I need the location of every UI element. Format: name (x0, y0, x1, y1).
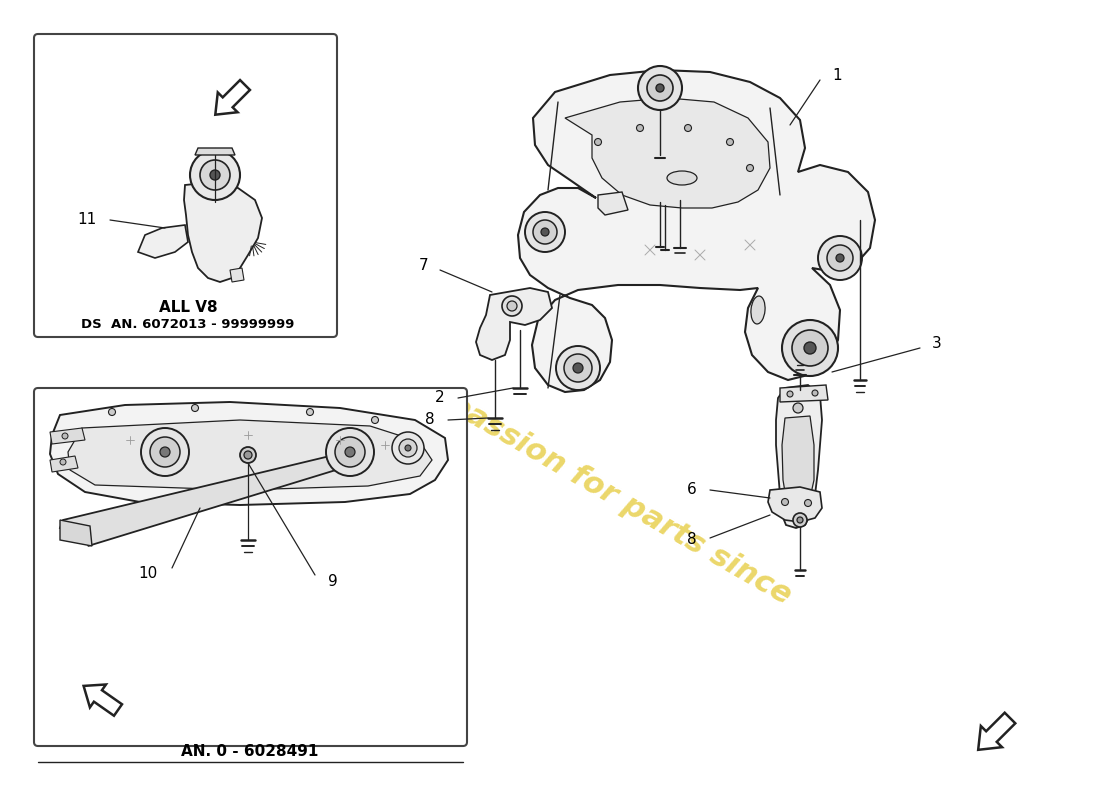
Polygon shape (216, 80, 250, 114)
Circle shape (684, 125, 692, 131)
Ellipse shape (667, 171, 697, 185)
Polygon shape (476, 288, 552, 360)
Text: 7: 7 (418, 258, 428, 274)
Circle shape (793, 513, 807, 527)
Circle shape (726, 138, 734, 146)
Circle shape (191, 405, 198, 411)
Circle shape (656, 84, 664, 92)
Circle shape (392, 432, 424, 464)
Text: 8: 8 (688, 533, 697, 547)
Circle shape (836, 254, 844, 262)
Circle shape (793, 403, 803, 413)
Polygon shape (978, 713, 1015, 750)
Circle shape (326, 428, 374, 476)
Text: 10: 10 (139, 566, 158, 582)
Text: 2: 2 (436, 390, 446, 406)
Circle shape (827, 245, 853, 271)
Circle shape (534, 220, 557, 244)
Polygon shape (84, 685, 122, 716)
Circle shape (372, 417, 378, 423)
Circle shape (556, 346, 600, 390)
Polygon shape (184, 182, 262, 282)
Text: ALL V8: ALL V8 (158, 301, 218, 315)
Polygon shape (782, 416, 814, 498)
Circle shape (399, 439, 417, 457)
Polygon shape (565, 98, 770, 208)
Circle shape (200, 160, 230, 190)
Circle shape (160, 447, 170, 457)
Polygon shape (60, 450, 362, 546)
Polygon shape (776, 385, 822, 528)
Circle shape (818, 236, 862, 280)
Circle shape (141, 428, 189, 476)
Text: 1: 1 (832, 69, 842, 83)
Ellipse shape (751, 296, 766, 324)
Circle shape (792, 330, 828, 366)
Text: 11: 11 (78, 213, 97, 227)
Polygon shape (68, 420, 432, 490)
Circle shape (307, 409, 314, 415)
Circle shape (594, 138, 602, 146)
Polygon shape (598, 192, 628, 215)
Polygon shape (50, 402, 448, 505)
Text: passion for parts since: passion for parts since (443, 390, 798, 610)
Circle shape (525, 212, 565, 252)
Polygon shape (768, 487, 822, 522)
Text: eu: eu (82, 577, 238, 683)
Circle shape (637, 125, 644, 131)
Circle shape (798, 517, 803, 523)
Text: 9: 9 (328, 574, 338, 589)
Polygon shape (518, 70, 875, 392)
Circle shape (804, 499, 812, 506)
Circle shape (541, 228, 549, 236)
Polygon shape (50, 428, 85, 444)
Circle shape (782, 320, 838, 376)
Circle shape (564, 354, 592, 382)
Polygon shape (195, 148, 235, 155)
Circle shape (786, 391, 793, 397)
Circle shape (502, 296, 522, 316)
Circle shape (62, 433, 68, 439)
FancyBboxPatch shape (34, 34, 337, 337)
Circle shape (647, 75, 673, 101)
Circle shape (507, 301, 517, 311)
Text: eu: eu (194, 433, 386, 567)
Circle shape (210, 170, 220, 180)
Polygon shape (60, 520, 92, 546)
Text: DS  AN. 6072013 - 99999999: DS AN. 6072013 - 99999999 (81, 318, 295, 330)
Circle shape (150, 437, 180, 467)
Circle shape (573, 363, 583, 373)
Circle shape (244, 451, 252, 459)
Text: 8: 8 (426, 413, 434, 427)
Polygon shape (230, 268, 244, 282)
Circle shape (240, 447, 256, 463)
Polygon shape (50, 456, 78, 472)
Text: 3: 3 (932, 337, 942, 351)
Circle shape (405, 445, 411, 451)
Circle shape (190, 150, 240, 200)
FancyBboxPatch shape (34, 388, 468, 746)
Circle shape (60, 459, 66, 465)
Text: AN. 0 - 6028491: AN. 0 - 6028491 (182, 745, 319, 759)
Circle shape (804, 342, 816, 354)
Circle shape (638, 66, 682, 110)
Circle shape (345, 447, 355, 457)
Circle shape (812, 390, 818, 396)
Polygon shape (138, 225, 188, 258)
Circle shape (336, 437, 365, 467)
Circle shape (747, 165, 754, 171)
Text: 6: 6 (688, 482, 697, 498)
Circle shape (109, 409, 116, 415)
Circle shape (781, 498, 789, 506)
Polygon shape (780, 385, 828, 402)
